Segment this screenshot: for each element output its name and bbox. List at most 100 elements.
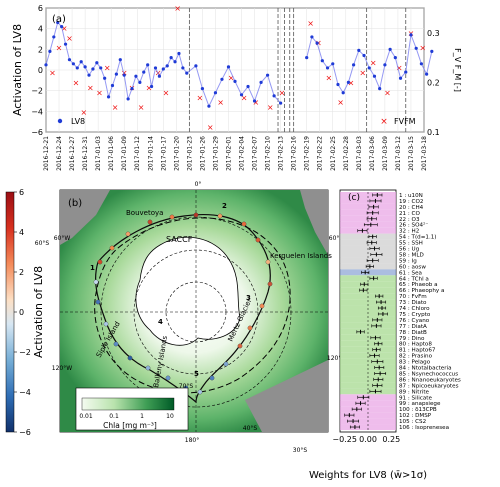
panel-b-tag: (b) — [68, 198, 82, 209]
variable-label: 100 : δ13CPB — [399, 407, 437, 413]
ytick-right-label: 0.2 — [427, 78, 440, 87]
group-band — [340, 340, 396, 347]
track-point — [197, 389, 203, 395]
lv8-point — [153, 66, 158, 70]
variable-label: 59 : Ig — [399, 258, 417, 264]
map-coord-label: 30°S — [293, 447, 308, 454]
fvfm-point: × — [253, 98, 260, 107]
lv8-point — [44, 63, 48, 67]
lv8-point — [83, 65, 87, 69]
fvfm-point: × — [163, 88, 170, 97]
xtick-label: 2017-01-23 — [186, 136, 193, 171]
xtick-label: 2017-01-26 — [199, 136, 206, 171]
chla-label: Chla [mg m⁻³] — [103, 421, 157, 430]
track-point — [259, 303, 265, 309]
variable-label: 105 : CS2 — [399, 419, 426, 425]
track-point — [109, 245, 115, 251]
fvfm-point: × — [419, 44, 426, 53]
fvfm-point: × — [112, 103, 119, 112]
xtick-label: 2017-03-06 — [369, 136, 376, 171]
fvfm-point: × — [307, 19, 314, 28]
leg-number: 1 — [90, 264, 95, 272]
xtick-label: 2017-02-10 — [265, 136, 272, 171]
group-band — [340, 227, 396, 234]
lv8-point — [252, 99, 257, 103]
group-band — [340, 364, 396, 371]
panel-a-timeseries: ×××××××××××××××××××××××××××××××××××× (a)… — [11, 4, 462, 171]
lv8-point — [177, 51, 181, 56]
xtick-label: 2017-03-09 — [382, 136, 389, 171]
ytick-label: 2 — [38, 45, 43, 54]
lv8-point — [142, 70, 146, 74]
xtick-label: 2016-12-27 — [69, 136, 76, 171]
chla-tick-label: 1 — [140, 413, 144, 420]
track-point — [165, 375, 171, 381]
leg-number: 2 — [222, 202, 227, 210]
ytick-label: −4 — [31, 107, 43, 116]
group-band — [340, 299, 396, 306]
fvfm-point: × — [384, 88, 391, 97]
panel-a-ylabel: Activation of LV8 — [11, 24, 24, 116]
fvfm-point: × — [228, 73, 235, 82]
fvfm-point: × — [87, 83, 94, 92]
variable-label: 66 : Phaeophy a — [399, 288, 444, 294]
lv8-point — [331, 62, 335, 66]
lv8-point — [87, 73, 91, 77]
track-point — [267, 281, 273, 287]
lv8-point — [130, 87, 134, 91]
track-point — [223, 361, 229, 367]
fvfm-point: × — [217, 98, 224, 107]
land-australia — [245, 360, 328, 432]
variable-label: 87 : Npicoeukaryotes — [399, 383, 459, 389]
lv8-point — [246, 84, 250, 89]
fvfm-point: × — [267, 103, 274, 112]
fvfm-point: × — [56, 44, 63, 53]
lv8-point — [430, 49, 434, 54]
xtick-label: 2017-03-15 — [408, 136, 415, 171]
lv8-point — [194, 64, 198, 68]
track-point — [193, 212, 199, 218]
group-band — [340, 328, 396, 335]
lv8-point — [99, 66, 103, 70]
lv8-point — [367, 66, 371, 70]
legend-lv8: LV8 — [57, 117, 85, 126]
track-point — [127, 355, 133, 361]
lv8-point — [398, 76, 403, 80]
group-band — [340, 376, 396, 383]
variable-label: 54 : T(d=1.1) — [399, 235, 436, 241]
map-coord-label: 0° — [195, 181, 202, 188]
lv8-point — [67, 58, 72, 62]
group-band — [340, 251, 396, 258]
leg-number: 4 — [158, 318, 163, 326]
ytick-label: 0 — [38, 66, 43, 75]
lv8-point — [118, 58, 122, 62]
lv8-point — [169, 56, 173, 60]
track-point — [145, 365, 151, 371]
ytick-right-label: 0.1 — [427, 128, 440, 137]
variable-label: 91 : Silicate — [399, 395, 432, 401]
saccf-front — [94, 217, 291, 394]
variable-label: 83 : Pelago — [399, 360, 431, 366]
lv8-point — [56, 20, 60, 25]
variable-label: 65 : Phaeob a — [399, 282, 438, 288]
xtick-label: 2017-01-12 — [134, 136, 141, 171]
lv8-point — [393, 56, 397, 60]
track-point — [237, 343, 243, 349]
lv8-point — [265, 73, 270, 77]
panel-a-tag: (a) — [52, 14, 66, 25]
variable-label: 99 : anapsiege — [399, 401, 441, 407]
lv8-point — [114, 72, 118, 76]
variable-label: 89 : Nitrite — [399, 389, 430, 395]
colorbar-tick-label: −2 — [19, 348, 31, 357]
ytick-label: −6 — [31, 128, 43, 137]
lv8-point — [226, 65, 231, 69]
xtick-label: 2017-03-03 — [356, 136, 363, 171]
variable-label: 84 : Ntotalbacteria — [399, 366, 452, 372]
xtick-label: 2017-02-01 — [225, 136, 232, 171]
lv8-point — [425, 72, 429, 76]
xtick-label: 2017-02-04 — [239, 136, 246, 171]
xtick-label: 2017-02-22 — [317, 136, 324, 171]
lv8-point — [414, 46, 418, 50]
fvfm-point: × — [96, 88, 103, 97]
